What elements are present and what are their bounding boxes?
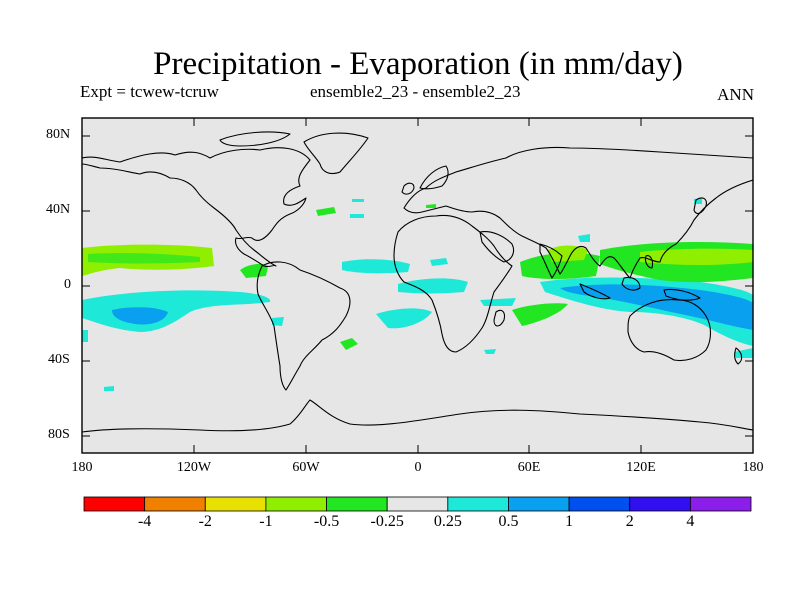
colorbar-swatch-5 [386, 496, 449, 512]
coastlines [82, 131, 753, 433]
colorbar [83, 496, 752, 512]
coast-arabia [479, 231, 515, 263]
colorbar-swatch-0 [83, 496, 146, 512]
colorbar-label-0: -4 [137, 513, 152, 530]
field-south-cyan [104, 386, 114, 391]
lat-label-80n: 80N [46, 127, 71, 142]
colorbar-label-3: -0.5 [313, 513, 340, 530]
colorbar-label-6: 0.5 [498, 513, 519, 530]
field-north-atlantic-cyan [350, 214, 364, 218]
lat-label-40s: 40S [48, 352, 70, 367]
colorbar-swatch-3 [265, 496, 327, 512]
field-madagascar-band [480, 298, 516, 306]
coast-philippines [644, 255, 654, 269]
lat-label-80s: 80S [48, 427, 70, 442]
field-north-atlantic-cyan2 [352, 199, 364, 202]
field-south-pacific-core [112, 307, 168, 325]
colorbar-label-1: -2 [198, 513, 212, 530]
coast-new-zealand [734, 347, 743, 365]
field-patch-2 [272, 317, 284, 326]
colorbar-swatch-8 [568, 496, 631, 512]
field-equatorial-africa [398, 278, 468, 294]
lon-label-60e: 60E [517, 460, 541, 475]
lat-label-0: 0 [64, 277, 71, 292]
colorbar-swatch-9 [629, 496, 691, 512]
coast-antarctica [82, 399, 753, 433]
colorbar-swatch-2 [204, 496, 267, 512]
field-central-africa-dots [430, 258, 448, 266]
period-label: ANN [717, 85, 754, 104]
coast-africa [393, 214, 513, 353]
lat-label-40n: 40N [46, 202, 71, 217]
colorbar-swatch-1 [144, 496, 206, 512]
coast-australia [627, 299, 712, 362]
colorbar-swatch-7 [508, 496, 570, 512]
chart-title: Precipitation - Evaporation (in mm/day) [153, 46, 683, 82]
field-cyan-small [484, 349, 496, 354]
coast-greenland [303, 132, 369, 175]
colorbar-label-4: -0.25 [370, 513, 404, 530]
colorbar-swatch-10 [689, 496, 752, 512]
coast-eurasia [403, 146, 753, 279]
coast-india [539, 243, 563, 279]
field-bay-of-bengal [548, 245, 588, 262]
axis-ticks [82, 118, 753, 453]
colorbar-label-2: -1 [259, 513, 273, 530]
lon-label-60w: 60W [292, 460, 320, 475]
experiment-label: Expt = tcwew-tcruw [80, 82, 219, 101]
colorbar-swatch-4 [326, 496, 388, 512]
colorbar-label-7: 1 [565, 513, 574, 530]
colorbar-label-5: 0.25 [433, 513, 462, 530]
lon-label-120e: 120E [626, 460, 656, 475]
precip-evap-field [82, 198, 753, 391]
field-maritime-core [560, 284, 753, 330]
field-tropical-atlantic [342, 259, 410, 274]
field-west-pacific-north-inner [640, 248, 753, 265]
coast-madagascar [493, 309, 506, 327]
field-far-sw-cyan [734, 348, 753, 358]
coast-uk [401, 182, 415, 195]
coast-south-america [256, 261, 351, 391]
coast-scandinavia [419, 165, 449, 190]
field-east-pacific-north-inner [88, 253, 200, 264]
coast-borneo [621, 276, 641, 291]
field-north-atlantic [316, 207, 336, 216]
coast-sumatra [579, 283, 611, 300]
field-patch-1 [82, 330, 88, 342]
coast-new-guinea [663, 288, 701, 301]
field-india-cyan [578, 234, 590, 242]
ensemble-label: ensemble2_23 - ensemble2_23 [310, 82, 521, 101]
lon-label-120w: 120W [176, 460, 212, 475]
field-mediterranean [426, 204, 436, 208]
lon-label-180e: 180 [742, 460, 764, 475]
colorbar-swatch-6 [447, 496, 509, 512]
lon-label-0: 0 [414, 460, 422, 475]
coast-arctic-islands [219, 131, 291, 147]
field-south-atlantic [376, 308, 432, 329]
lon-label-180w: 180 [71, 460, 93, 475]
colorbar-label-9: 4 [686, 513, 695, 530]
field-south-indian-green [512, 303, 568, 326]
colorbar-label-8: 2 [625, 513, 634, 530]
field-south-africa-green [340, 338, 358, 350]
coast-japan [693, 197, 707, 215]
coast-north-america [82, 147, 311, 268]
